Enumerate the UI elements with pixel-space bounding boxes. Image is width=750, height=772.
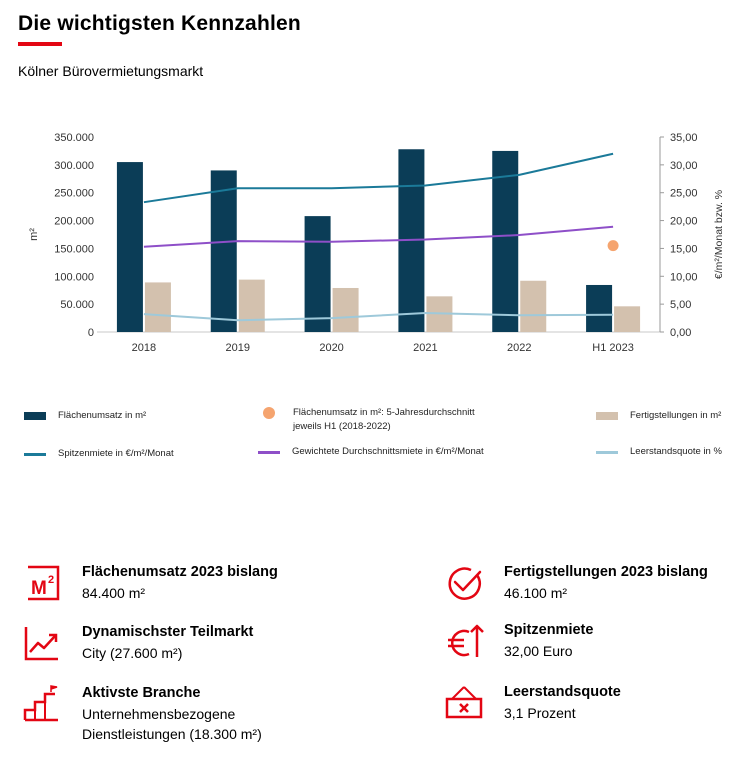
kpi-title: Fertigstellungen 2023 bislang (504, 564, 708, 580)
kpi-value: Unternehmensbezogene Dienstleistungen (1… (82, 706, 262, 742)
bar-flaechenumsatz (586, 284, 613, 332)
bar-fertigstellungen (520, 280, 547, 332)
y-right-tick-label: 20,00 (670, 216, 698, 228)
kpi-title: Flächenumsatz 2023 bislang (82, 564, 278, 580)
line-durchschnittsmiete (143, 225, 614, 248)
kpi-branche: Aktivste Branche Unternehmensbezogene Di… (22, 684, 302, 744)
kpi-value: 46.100 m² (504, 585, 568, 601)
point-5-jahresdurchschnitt (607, 240, 619, 252)
page-subtitle: Kölner Bürovermietungsmarkt (18, 63, 204, 79)
bar-flaechenumsatz (116, 162, 143, 332)
y-right-tick-label: 35,00 (670, 132, 698, 144)
kpi-spitzenmiete: Spitzenmiete 32,00 Euro (444, 621, 724, 661)
legend-swatch (263, 407, 275, 419)
page-title: Die wichtigsten Kennzahlen (18, 12, 301, 35)
kpi-leerstandsquote: Leerstandsquote 3,1 Prozent (444, 683, 724, 723)
y-right-tick-label: 5,00 (670, 299, 691, 311)
legend-label: Gewichtete Durchschnittsmiete in €/m²/Mo… (292, 446, 484, 457)
x-tick-label: 2019 (226, 342, 250, 354)
x-tick-label: 2018 (132, 342, 156, 354)
bar-flaechenumsatz (304, 216, 331, 332)
y-left-tick-label: 350.000 (54, 132, 94, 144)
y-right-tick-label: 30,00 (670, 160, 698, 172)
kpi-title: Leerstandsquote (504, 684, 621, 700)
kpi-value: 32,00 Euro (504, 643, 573, 659)
square-meter-icon: M 2 (28, 565, 60, 601)
legend-label: Spitzenmiete in €/m²/Monat (58, 448, 174, 459)
podium-icon (23, 685, 58, 722)
trend-chart-icon (24, 627, 58, 661)
y-left-tick-label: 200.000 (54, 216, 94, 228)
kpi-teilmarkt: Dynamischster Teilmarkt City (27.600 m²) (22, 623, 302, 663)
bar-fertigstellungen (144, 282, 171, 332)
legend-label: Leerstandsquote in % (630, 446, 722, 457)
legend-swatch (596, 412, 618, 420)
y-left-axis-label: m² (28, 228, 40, 241)
y-left-tick-label: 50.000 (60, 299, 94, 311)
y-right-tick-label: 10,00 (670, 271, 698, 283)
kpi-value: 84.400 m² (82, 585, 146, 601)
y-right-axis-label: €/m²/Monat bzw. % (713, 190, 725, 279)
bar-fertigstellungen (614, 306, 641, 332)
line-leerstandsquote (143, 312, 614, 322)
bar-fertigstellungen (238, 279, 265, 332)
x-tick-label: 2020 (319, 342, 343, 354)
legend-item-fertigstellungen: Fertigstellungen in m² (596, 410, 721, 421)
vacancy-sign-icon (445, 686, 483, 719)
legend-swatch (258, 451, 280, 454)
legend-label: Flächenumsatz in m²: 5-Jahresdurchschnit… (293, 407, 475, 432)
kpi-value: 3,1 Prozent (504, 705, 576, 721)
y-left-tick-label: 250.000 (54, 188, 94, 200)
bar-fertigstellungen (332, 287, 359, 332)
line-spitzenmiete (143, 152, 614, 204)
combo-chart: 0 50.000 100.000 150.000 200.000 250.000 300.0… (28, 132, 725, 354)
kpi-fertigstellungen: Fertigstellungen 2023 bislang 46.100 m² (444, 563, 724, 603)
title-accent-bar (18, 42, 62, 46)
euro-up-icon (448, 624, 484, 657)
svg-text:M: M (31, 578, 47, 599)
legend-label: Flächenumsatz in m² (58, 410, 147, 421)
kpi-title: Spitzenmiete (504, 622, 594, 638)
legend-item-flaechenumsatz: Flächenumsatz in m² (24, 410, 146, 421)
y-right-tick-label: 0,00 (670, 327, 691, 339)
kpi-flaechenumsatz: M 2 Flächenumsatz 2023 bislang 84.400 m² (22, 563, 302, 603)
chart-legend: Flächenumsatz in m² Flächenumsatz in m²:… (0, 400, 750, 470)
y-left-tick-label: 100.000 (54, 271, 94, 283)
legend-item-durchschnittsmiete: Gewichtete Durchschnittsmiete in €/m²/Mo… (258, 446, 484, 457)
kpi-title: Aktivste Branche (82, 685, 201, 701)
svg-text:2: 2 (48, 574, 54, 586)
y-right-tick-label: 15,00 (670, 243, 698, 255)
kpi-value: City (27.600 m²) (82, 645, 183, 661)
bar-flaechenumsatz (492, 150, 519, 332)
legend-item-spitzenmiete: Spitzenmiete in €/m²/Monat (24, 448, 174, 459)
y-left-tick-label: 0 (88, 327, 94, 339)
kpi-title: Dynamischster Teilmarkt (82, 624, 254, 640)
y-left-tick-label: 300.000 (54, 160, 94, 172)
bar-flaechenumsatz (210, 170, 237, 332)
x-tick-label: H1 2023 (592, 342, 634, 354)
legend-item-leerstandsquote: Leerstandsquote in % (596, 446, 722, 457)
y-left-tick-label: 150.000 (54, 243, 94, 255)
check-circle-icon (448, 567, 482, 600)
legend-label: Fertigstellungen in m² (630, 410, 722, 421)
y-right-tick-label: 25,00 (670, 188, 698, 200)
legend-swatch (24, 453, 46, 456)
legend-swatch (24, 412, 46, 420)
x-tick-label: 2021 (413, 342, 437, 354)
x-tick-label: 2022 (507, 342, 531, 354)
legend-swatch (596, 451, 618, 454)
legend-item-5-jahresdurchschnitt: Flächenumsatz in m²: 5-Jahresdurchschnit… (258, 406, 498, 434)
